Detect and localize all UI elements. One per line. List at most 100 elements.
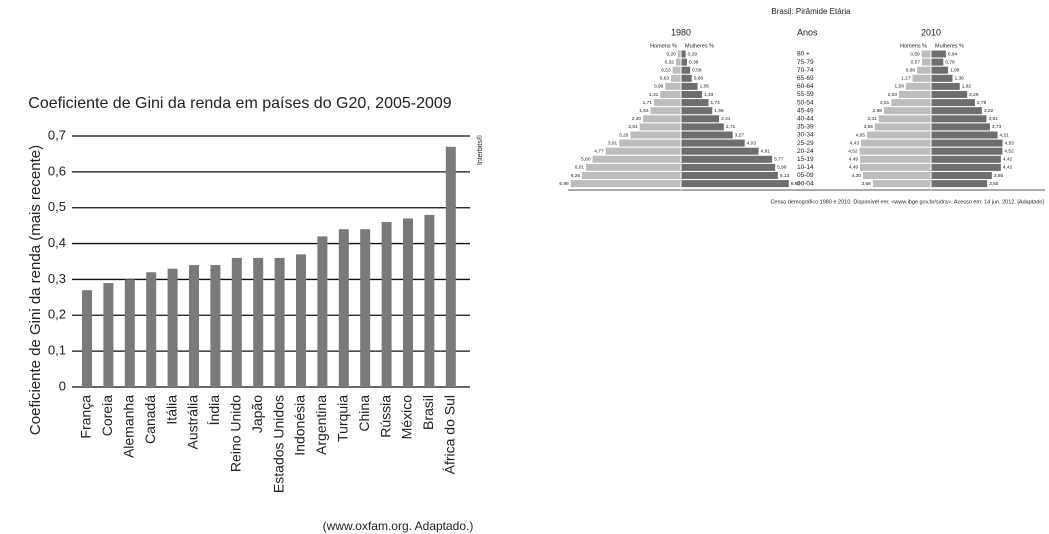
pyramid-bar: [931, 99, 975, 107]
bar: [274, 257, 285, 387]
value-label: 3,51: [988, 116, 998, 122]
pyramid-bar: [681, 50, 686, 58]
age-label: 45-49: [797, 107, 814, 114]
y-tick-label: 0: [59, 378, 66, 393]
pyramid-bar: [582, 172, 681, 179]
value-label: 2,03: [888, 92, 898, 98]
legend-label: Mulheres %: [935, 43, 964, 49]
value-label: 0,29: [688, 51, 698, 57]
value-label: 6,26: [571, 173, 581, 179]
value-label: 0,20: [666, 51, 676, 57]
value-label: 1,93: [639, 108, 649, 114]
pyramid-bar: [863, 172, 931, 179]
bar: [103, 283, 114, 387]
bar: [253, 257, 264, 387]
value-label: 3,22: [984, 108, 994, 114]
value-label: 6,13: [780, 173, 790, 179]
value-label: 5,60: [581, 157, 591, 163]
value-label: 0,57: [911, 59, 921, 65]
pyramid-bar: [675, 58, 681, 66]
pyramid-bar: [681, 172, 778, 179]
value-label: 1,59: [895, 84, 905, 90]
age-label: 75-79: [797, 59, 814, 66]
pyramid-bar: [639, 123, 681, 131]
value-label: 1,71: [643, 100, 653, 106]
value-label: 3,27: [735, 132, 745, 138]
x-tick-label: Turquia: [335, 395, 351, 442]
pyramid-bar: [931, 115, 987, 123]
pyramid-bar: [860, 163, 931, 171]
pyramid-bar: [681, 131, 733, 139]
y-tick-label: 0,7: [48, 127, 66, 142]
value-label: 3,31: [867, 116, 877, 122]
value-label: 0,59: [910, 51, 920, 57]
pyramid-bar: [681, 66, 691, 74]
pyramid-bar: [859, 147, 931, 155]
value-label: 2,41: [721, 116, 731, 122]
chart-title: Coeficiente de Gini da renda em países d…: [28, 95, 451, 112]
value-label: 6,98: [559, 181, 569, 187]
bar: [381, 222, 392, 387]
x-tick-label: Brasil: [420, 395, 436, 430]
value-label: 1,05: [700, 84, 710, 90]
bar: [360, 229, 371, 387]
pyramid-bar: [931, 82, 960, 90]
x-tick-label: Canadá: [142, 395, 158, 444]
age-label: 50-54: [797, 99, 814, 106]
value-label: 0,38: [689, 59, 699, 65]
value-label: 4,05: [856, 132, 866, 138]
pyramid-bar: [891, 99, 931, 107]
pyramid-bar: [931, 155, 1001, 163]
pyramid-bar: [653, 99, 681, 107]
value-label: 2,40: [632, 116, 642, 122]
value-label: 4,49: [849, 165, 859, 171]
panel-title: 1980: [671, 27, 691, 37]
value-label: 4,21: [1000, 132, 1010, 138]
bar: [317, 236, 328, 387]
pyramid-bar: [643, 115, 681, 123]
pyramid-bar: [681, 163, 776, 171]
age-header: Anos: [797, 27, 818, 37]
value-label: 0,78: [945, 59, 955, 65]
age-label: 60-64: [797, 83, 814, 90]
value-label: 1,74: [710, 100, 720, 106]
value-label: 2,29: [969, 92, 979, 98]
x-tick-label: China: [356, 395, 372, 432]
value-label: 1,33: [704, 92, 714, 98]
legend-label: Homens %: [650, 43, 677, 49]
bar: [296, 254, 306, 387]
pyramid-bar: [931, 147, 1003, 155]
pyramid-bar: [867, 131, 931, 139]
value-label: 4,52: [848, 148, 858, 154]
pyramid-bar: [650, 107, 681, 115]
pyramid-bar: [681, 99, 709, 107]
value-label: 4,52: [1004, 148, 1014, 154]
pyramid-bar: [681, 123, 724, 131]
value-label: 3,55: [864, 124, 874, 130]
bar: [82, 290, 92, 387]
value-label: 4,42: [1003, 157, 1013, 163]
y-tick-label: 0,6: [48, 163, 66, 178]
age-label: 20-24: [797, 148, 814, 155]
pyramid-title: Brasil: Pirâmide Etária: [771, 7, 851, 16]
x-tick-label: Japão: [249, 395, 265, 433]
bar: [231, 257, 242, 387]
pyramid-bar: [931, 131, 998, 139]
bar: [124, 279, 135, 387]
age-label: 80 +: [797, 51, 810, 58]
value-label: 2,78: [977, 100, 987, 106]
pyramid-bar: [883, 107, 931, 115]
x-tick-label: França: [78, 395, 94, 439]
y-tick-label: 0,4: [48, 235, 66, 250]
pyramid-bar: [681, 91, 703, 98]
value-label: 4,30: [852, 173, 862, 179]
pyramid-bar: [931, 74, 953, 82]
pyramid-bar: [898, 91, 931, 98]
pyramid-bar: [860, 155, 931, 163]
value-label: 2,51: [880, 100, 890, 106]
y-tick-label: 0,3: [48, 271, 66, 286]
y-axis-label: Coeficiente de Gini da renda (mais recen…: [27, 145, 44, 435]
value-label: 6,82: [791, 181, 801, 187]
pyramid-bar: [931, 107, 982, 115]
